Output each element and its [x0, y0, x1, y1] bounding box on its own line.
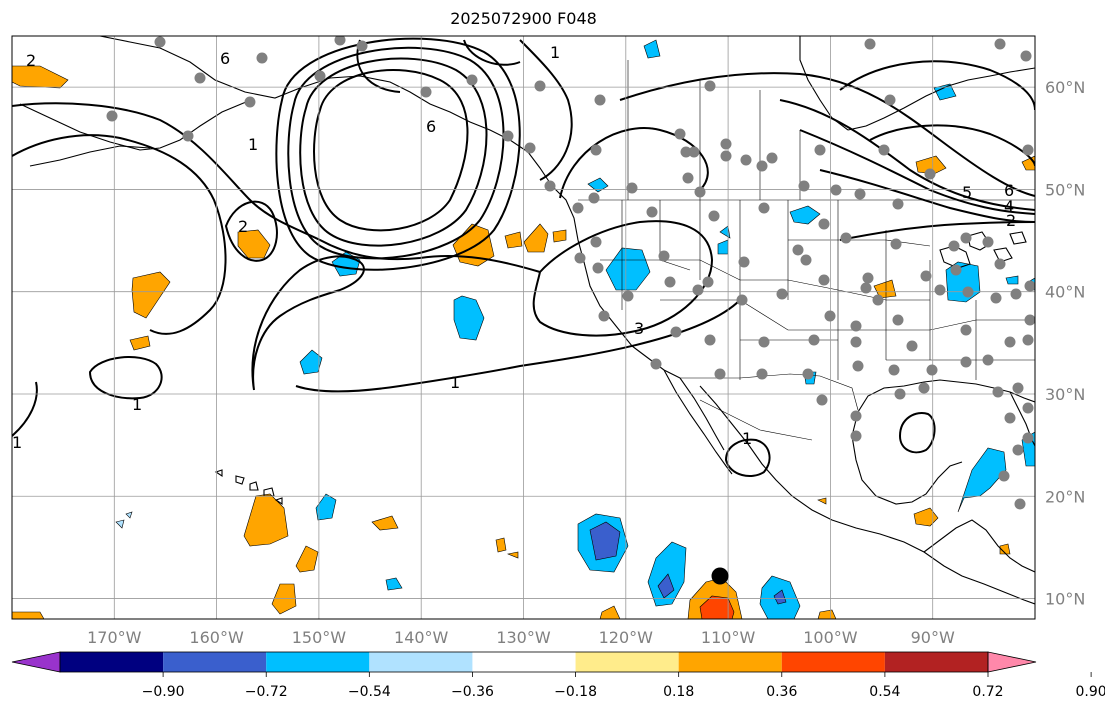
- station-markers: [106, 36, 1035, 510]
- longitude-tick-label: 160°W: [189, 628, 244, 647]
- colorbar-tick-label: 0.36: [766, 684, 797, 700]
- contour-labels: 2 6 6 1 1 2 1 3 1 1 1 5 6 4 2: [12, 43, 1016, 452]
- colorbar-tick-label: 0.54: [869, 684, 900, 700]
- map-frame: [11, 35, 1036, 620]
- contour-label: 2: [238, 217, 248, 236]
- latitude-tick-label: 40°N: [1045, 283, 1085, 302]
- latitude-tick-label: 60°N: [1045, 78, 1085, 97]
- contour-label: 6: [1004, 181, 1014, 200]
- contour-label: 3: [634, 319, 644, 338]
- colorbar-segment: [266, 652, 370, 672]
- latitude-tick-label: 30°N: [1045, 385, 1085, 404]
- colorbar-tick-label: −0.72: [245, 684, 288, 700]
- colorbar-tick-label: −0.18: [554, 684, 597, 700]
- map-title: 2025072900 F048: [450, 9, 597, 28]
- contour-lines: [12, 37, 1035, 477]
- colorbar-tick-label: 0.72: [972, 684, 1003, 700]
- longitude-tick-label: 150°W: [292, 628, 347, 647]
- highlight-marker: [711, 567, 729, 585]
- colorbar-tick-label: 0.90: [1076, 684, 1105, 700]
- contour-label: 1: [550, 43, 560, 62]
- colorbar-segment: [163, 652, 267, 672]
- colorbar-segment: [369, 652, 473, 672]
- colorbar-segment: [575, 652, 679, 672]
- latitude-tick-label: 20°N: [1045, 487, 1085, 506]
- contour-label: 2: [26, 51, 36, 70]
- contour-label: 1: [450, 373, 460, 392]
- colorbar-segment: [678, 652, 782, 672]
- contour-label: 1: [248, 135, 258, 154]
- colorbar-frame: [59, 651, 989, 673]
- contour-label: 6: [426, 117, 436, 136]
- contour-label: 5: [962, 183, 972, 202]
- latitude-tick-label: 50°N: [1045, 180, 1085, 199]
- latitude-labels: 10°N 20°N 30°N 40°N 50°N 60°N: [1045, 78, 1085, 608]
- longitude-tick-label: 130°W: [496, 628, 551, 647]
- longitude-tick-label: 110°W: [701, 628, 756, 647]
- contour-label: 1: [12, 433, 22, 452]
- longitude-tick-label: 100°W: [803, 628, 858, 647]
- colorbar-segment: [781, 652, 885, 672]
- colorbar-tick-label: −0.36: [451, 684, 494, 700]
- colorbar-segment: [472, 652, 576, 672]
- colorbar-extend-min: [11, 651, 61, 673]
- colorbar: −0.90 −0.72 −0.54 −0.36 −0.18 0.18 0.36 0.54 0.7…: [11, 651, 1105, 700]
- longitude-tick-label: 120°W: [599, 628, 654, 647]
- latitude-tick-label: 10°N: [1045, 590, 1085, 609]
- colorbar-segment: [884, 652, 988, 672]
- longitude-labels: 170°W 160°W 150°W 140°W 130°W 120°W 110°W 100°W…: [87, 628, 955, 647]
- longitude-tick-label: 140°W: [394, 628, 449, 647]
- contour-label: 4: [1004, 197, 1014, 216]
- colorbar-extend-max: [987, 651, 1037, 673]
- colorbar-segment: [60, 652, 164, 672]
- colorbar-tick-label: −0.54: [348, 684, 391, 700]
- longitude-tick-label: 170°W: [87, 628, 142, 647]
- contour-label: 1: [132, 395, 142, 414]
- colorbar-tick-label: −0.90: [142, 684, 185, 700]
- colorbar-tick-label: 0.18: [663, 684, 694, 700]
- contour-label: 2: [1006, 211, 1016, 230]
- longitude-tick-label: 90°W: [911, 628, 955, 647]
- contour-label: 6: [220, 49, 230, 68]
- contour-label: 1: [742, 429, 752, 448]
